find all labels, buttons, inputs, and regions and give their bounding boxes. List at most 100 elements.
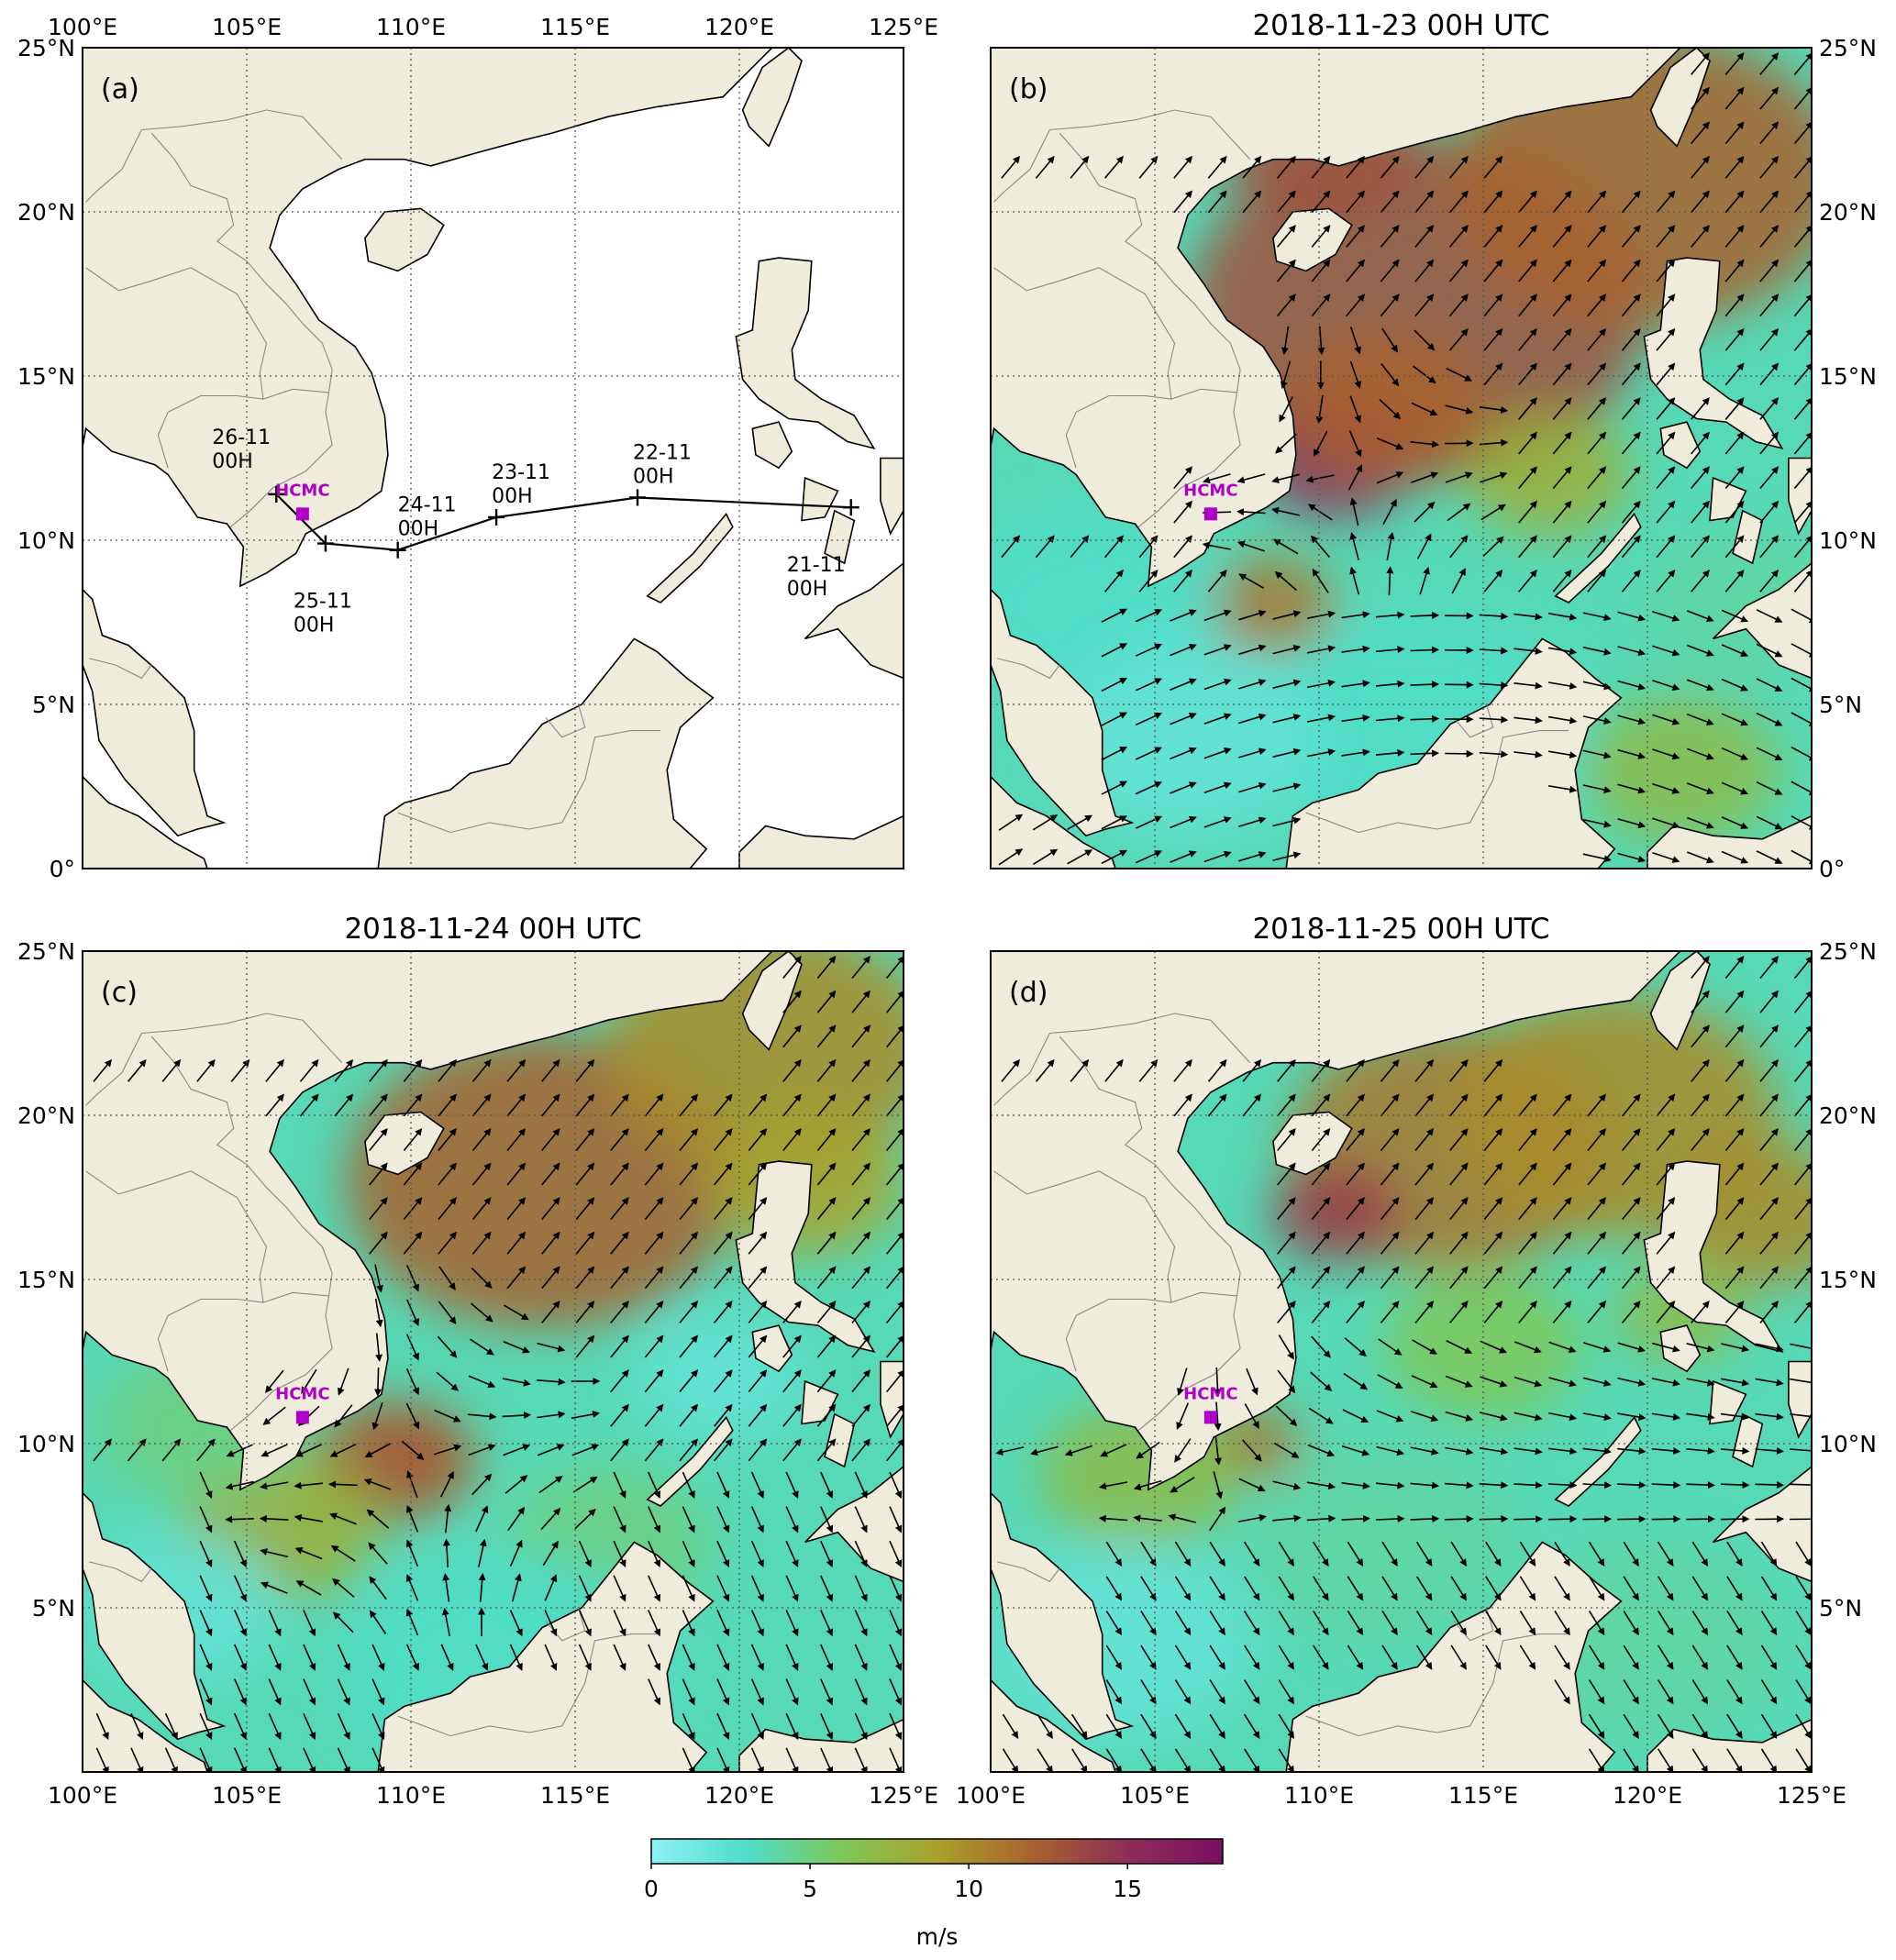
wind-arrow <box>369 1197 388 1221</box>
wind-arrow <box>571 1411 601 1420</box>
land-borneo <box>377 1541 715 1772</box>
wind-arrow <box>403 1093 423 1117</box>
wind-arrow <box>130 1747 144 1772</box>
x-tick-label: 100°E <box>48 1782 117 1809</box>
wind-arrow <box>716 1678 730 1706</box>
wind-arrow <box>403 1127 423 1152</box>
wind-arrow <box>439 1470 454 1498</box>
wind-arrow <box>851 1300 871 1323</box>
wind-arrow <box>433 1444 462 1456</box>
wind-arrow <box>1209 1506 1226 1532</box>
land-taiwan <box>741 951 803 1051</box>
wind-arrow <box>1691 155 1710 179</box>
wind-arrow <box>406 1470 418 1499</box>
wind-arrow <box>1311 225 1331 248</box>
x-tick-label: 100°E <box>956 1782 1026 1809</box>
wind-arrow <box>851 990 871 1013</box>
wind-arrow <box>295 1580 322 1596</box>
wind-arrow <box>1413 365 1436 384</box>
wind-arrow <box>511 1573 522 1602</box>
wind-arrow <box>782 1438 802 1462</box>
y-tick-label: 10°N <box>17 527 75 554</box>
wind-arrow <box>679 1403 699 1427</box>
land <box>83 48 904 869</box>
wind-arrow <box>1513 750 1543 759</box>
panel-a: 21-1100H22-1100H23-1100H24-1100H25-1100H… <box>17 14 938 882</box>
wind-arrow <box>1341 680 1370 688</box>
wind-arrow <box>610 1231 629 1255</box>
wind-arrow <box>851 1127 871 1152</box>
land-panay <box>801 1379 839 1425</box>
wind-arrow <box>1691 466 1710 490</box>
x-tick-label: 105°E <box>212 14 282 40</box>
wind-arrow <box>1203 850 1232 863</box>
wind-arrow <box>750 1644 764 1671</box>
wind-arrow <box>1135 609 1162 623</box>
wind-arrow <box>889 1747 903 1772</box>
wind-arrow <box>1105 1748 1123 1772</box>
land <box>83 951 904 1772</box>
wind-arrow <box>816 1197 837 1221</box>
wind-arrow <box>403 1231 423 1255</box>
wind-arrow <box>540 1508 561 1531</box>
hcmc-label: HCMC <box>1183 1384 1237 1403</box>
wind-arrow <box>1306 645 1336 654</box>
wind-arrow <box>682 1610 695 1637</box>
wind-arrow <box>199 1610 213 1637</box>
wind-arrow <box>1793 362 1812 386</box>
wind-arrow <box>1306 1514 1336 1523</box>
wind-arrow <box>1621 500 1641 524</box>
wind-arrow <box>1380 259 1400 282</box>
wind-arrow <box>885 990 904 1013</box>
wind-arrow <box>1214 1401 1222 1432</box>
wind-arrow <box>1101 608 1128 623</box>
wind-arrow <box>331 1578 355 1598</box>
wind-arrow <box>403 1197 423 1221</box>
wind-arrow <box>294 1513 323 1523</box>
wind-arrow <box>1246 1368 1258 1396</box>
land-hainan <box>364 1111 445 1176</box>
wind-arrow <box>1272 538 1299 555</box>
wind-arrow <box>1001 1058 1021 1082</box>
wind-arrow <box>1244 1610 1260 1636</box>
wind-arrow <box>1547 681 1578 690</box>
wind-arrow <box>1273 1442 1300 1458</box>
track-time-label: 23-11 <box>492 461 550 484</box>
land-samar <box>880 1360 904 1439</box>
wind-arrow <box>1346 259 1366 282</box>
wind-arrow <box>1347 1541 1364 1567</box>
wind-arrow <box>1513 681 1543 690</box>
wind-arrow <box>1168 1513 1197 1523</box>
wind-arrow <box>437 1335 458 1358</box>
wind-arrow <box>713 1231 733 1255</box>
wind-arrow <box>1101 815 1128 830</box>
wind-arrow <box>1445 471 1473 483</box>
wind-arrow <box>303 1644 316 1671</box>
wind-arrow <box>578 1610 592 1637</box>
wind-arrow <box>1621 225 1641 248</box>
wind-arrow <box>1724 52 1745 75</box>
wind-arrow <box>507 1506 526 1532</box>
wind-arrow <box>1656 190 1676 214</box>
wind-arrow <box>1582 818 1612 828</box>
land-palawan <box>646 1415 734 1507</box>
wind-arrow <box>1275 433 1297 454</box>
wind-arrow <box>885 1369 904 1393</box>
wind-arrow <box>1236 473 1266 484</box>
wind-arrow <box>1414 259 1435 282</box>
wind-arrow <box>1346 225 1366 248</box>
wind-arrow <box>1687 644 1714 657</box>
wind-arrow <box>478 1538 487 1567</box>
wind-arrow <box>1724 259 1745 282</box>
wind-arrow <box>1306 748 1336 758</box>
wind-arrow <box>405 1368 419 1396</box>
wind-arrow <box>438 1058 457 1082</box>
wind-arrow <box>1724 327 1745 351</box>
wind-arrow <box>1756 850 1783 864</box>
wind-arrow <box>1759 397 1780 420</box>
wind-arrow <box>1479 438 1509 447</box>
wind-arrow <box>1278 1748 1294 1772</box>
wind-arrow <box>127 1438 147 1462</box>
wind-arrow <box>401 1440 425 1460</box>
wind-arrow <box>1311 293 1331 317</box>
